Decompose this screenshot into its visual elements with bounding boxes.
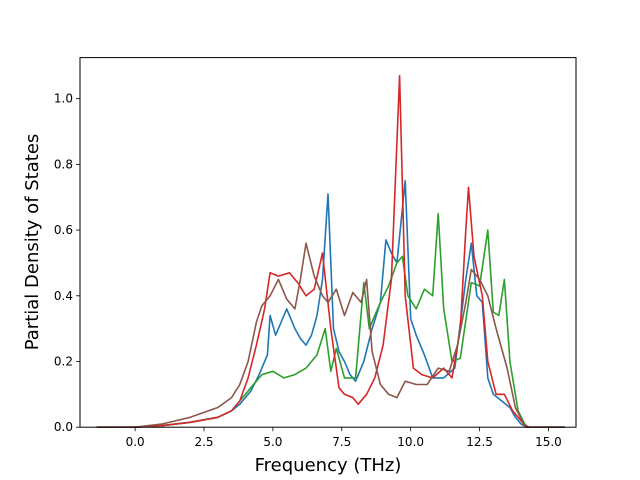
- series-line-1: [96, 180, 565, 429]
- y-tick-label: 0.6: [54, 223, 73, 237]
- series-lines: [96, 74, 565, 429]
- x-tick-label: 2.5: [194, 435, 213, 449]
- y-tick-label: 0.2: [54, 354, 73, 368]
- y-axis-label: Partial Density of States: [22, 134, 43, 351]
- y-axis-ticks: 0.0 0.2 0.4 0.6 0.8 1.0: [54, 92, 80, 434]
- axes-frame: [79, 57, 577, 428]
- y-tick-label: 1.0: [54, 92, 73, 106]
- x-axis-label: Frequency (THz): [255, 455, 402, 476]
- x-tick-label: 7.5: [332, 435, 351, 449]
- x-tick-label: 0.0: [126, 435, 145, 449]
- x-tick-label: 10.0: [397, 435, 424, 449]
- x-tick-label: 5.0: [263, 435, 282, 449]
- x-tick-label: 15.0: [535, 435, 562, 449]
- series-line-2: [96, 212, 565, 429]
- y-tick-label: 0.4: [54, 289, 73, 303]
- series-line-3: [96, 74, 565, 429]
- x-axis-ticks: 0.0 2.5 5.0 7.5 10.0 12.5 15.0: [126, 427, 562, 449]
- y-tick-label: 0.8: [54, 157, 73, 171]
- y-tick-label: 0.0: [54, 420, 73, 434]
- series-line-4: [96, 242, 565, 429]
- x-tick-label: 12.5: [466, 435, 493, 449]
